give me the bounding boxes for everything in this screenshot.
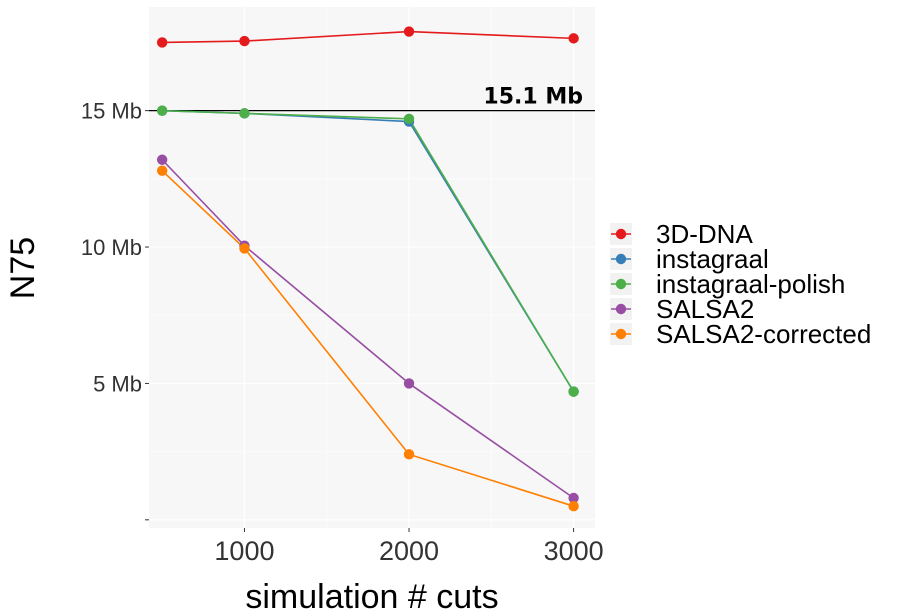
plot-panel (149, 7, 595, 528)
legend-label: instagraal-polish (656, 269, 845, 299)
legend-key-point (615, 328, 627, 340)
x-tick-label: 1000 (214, 536, 274, 566)
y-tick-label: 5 Mb (93, 371, 142, 396)
series-line (162, 109, 575, 393)
data-point (239, 243, 250, 254)
legend: 3D-DNAinstagraalinstagraal-polishSALSA2S… (610, 219, 871, 349)
data-point (156, 165, 168, 176)
x-axis-title: simulation # cuts (245, 578, 498, 610)
legend-label: instagraal (656, 244, 769, 274)
legend-key-point (615, 303, 627, 315)
data-point (568, 33, 579, 44)
y-axis: 5 Mb 10 Mb 15 Mb (81, 99, 149, 521)
x-tick-label: 3000 (544, 536, 604, 566)
legend-label: SALSA2 (656, 294, 754, 324)
series-line (161, 159, 575, 499)
data-point (568, 500, 579, 512)
reference-line-group: 15.1 Mb (149, 85, 595, 112)
y-tick-label: 15 Mb (81, 99, 142, 124)
series-line (161, 170, 574, 507)
data-point (403, 449, 415, 460)
y-tick-label: 10 Mb (81, 235, 142, 260)
y-axis-title: N75 (4, 237, 42, 299)
series-line (162, 30, 574, 44)
data-point (403, 26, 415, 37)
reference-line-label: 15.1 Mb (483, 85, 583, 110)
data-point (239, 108, 250, 119)
data-point (239, 35, 250, 47)
x-tick-label: 2000 (379, 536, 439, 566)
data-point (568, 492, 579, 504)
legend-label: SALSA2-corrected (656, 319, 871, 349)
legend-label: 3D-DNA (656, 219, 753, 249)
legend-key-point (615, 278, 627, 290)
data-point (568, 386, 579, 397)
data-point (403, 113, 415, 125)
legend-key-point (615, 253, 627, 265)
data-point (156, 154, 168, 165)
series-group (156, 26, 579, 512)
data-point (156, 37, 168, 48)
legend-key-point (615, 228, 627, 240)
x-axis: 1000 2000 3000 (214, 528, 604, 566)
data-point (403, 378, 415, 389)
data-point (156, 105, 168, 116)
